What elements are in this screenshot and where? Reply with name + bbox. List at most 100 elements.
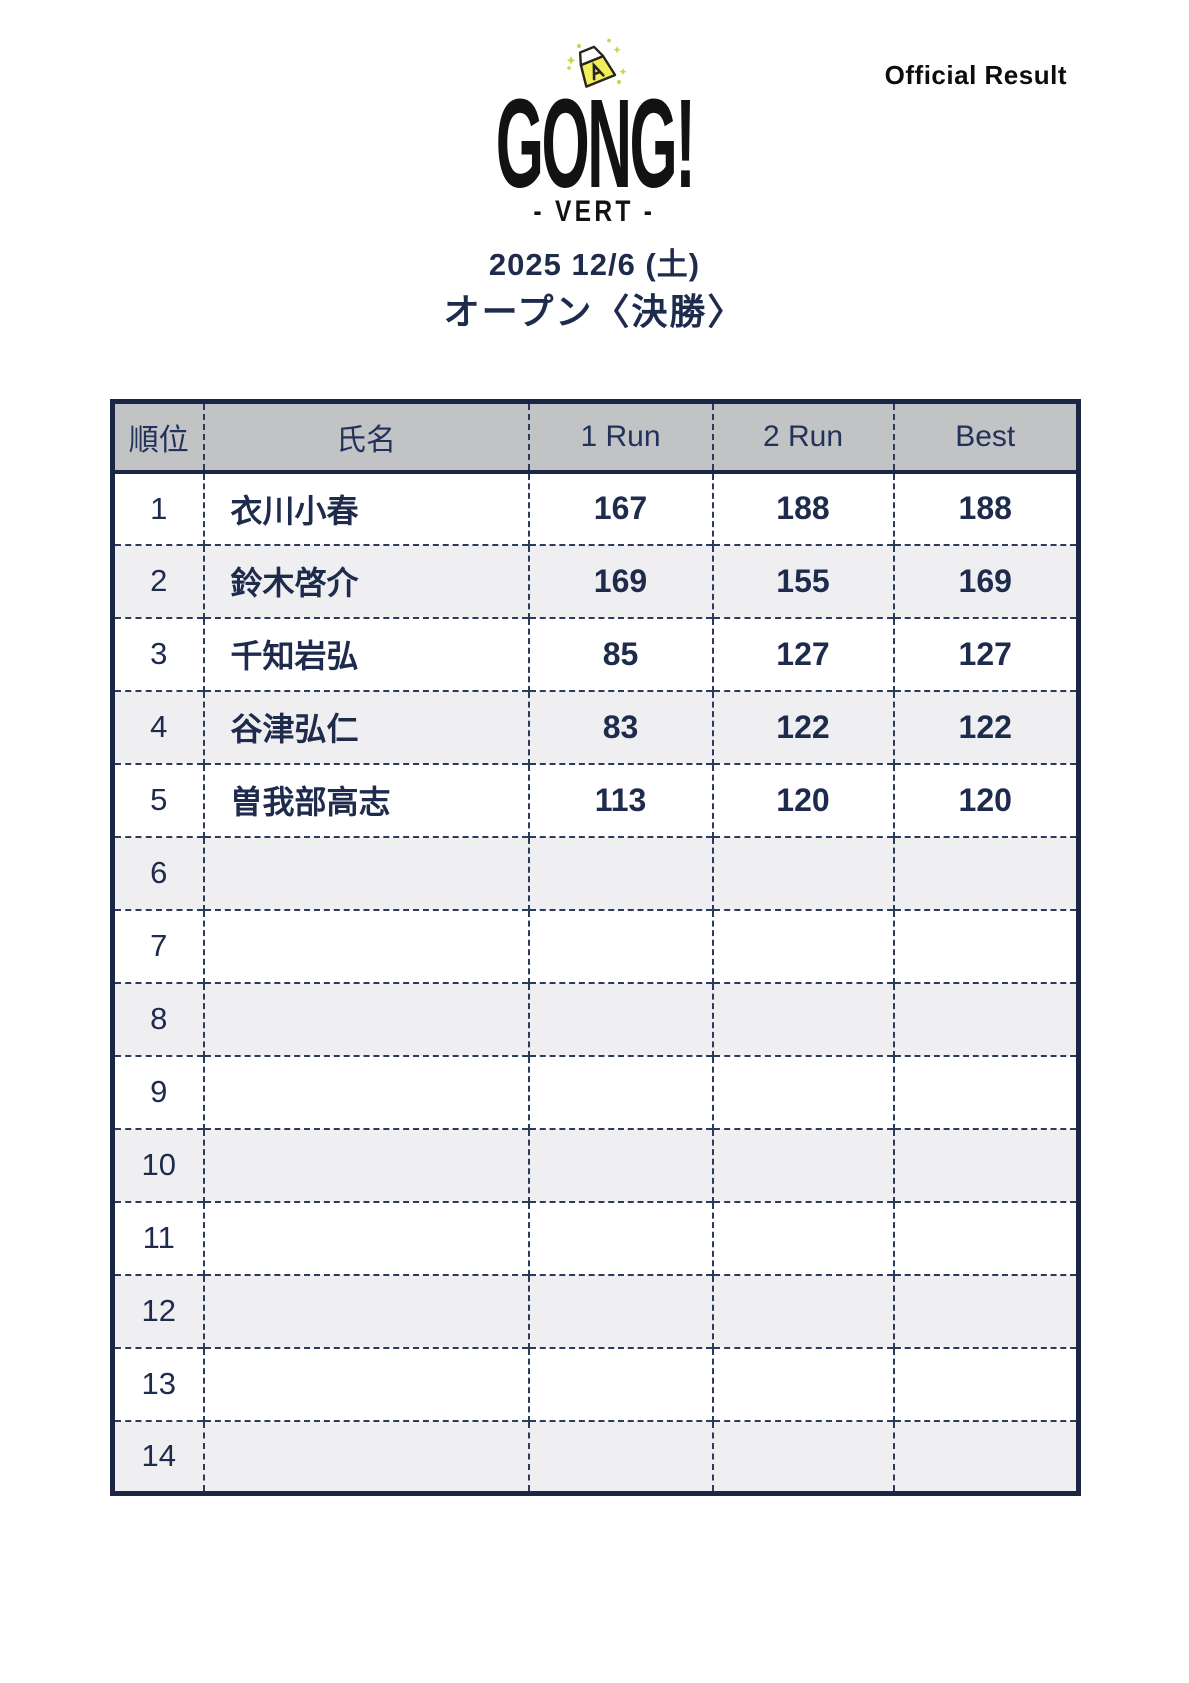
run1-cell	[527, 1419, 713, 1494]
run2-cell: 127	[711, 616, 894, 691]
logo-wordmark: GONG!	[495, 73, 696, 215]
name-cell	[202, 908, 529, 983]
run1-cell	[527, 981, 713, 1056]
best-cell	[892, 1200, 1079, 1275]
run2-cell: 155	[711, 543, 894, 618]
run2-cell	[711, 835, 894, 910]
best-cell	[892, 1419, 1079, 1494]
run2-cell	[711, 1346, 894, 1421]
run2-cell: 120	[711, 762, 894, 837]
best-cell	[892, 1127, 1079, 1202]
table-row: 1 衣川小春 167 188 188	[112, 471, 1079, 545]
run1-cell	[527, 1346, 713, 1421]
name-cell	[202, 835, 529, 910]
table-row: 12	[112, 1273, 1079, 1348]
rank-cell: 5	[112, 762, 204, 837]
party-cube-icon	[566, 38, 627, 88]
best-cell	[892, 1054, 1079, 1129]
rank-cell: 2	[112, 543, 204, 618]
run2-cell	[711, 981, 894, 1056]
column-header-rank: 順位	[112, 401, 204, 474]
best-cell	[892, 835, 1079, 910]
name-cell	[202, 1127, 529, 1202]
column-header-best: Best	[892, 401, 1079, 474]
name-cell: 鈴木啓介	[202, 543, 529, 618]
rank-cell: 12	[112, 1273, 204, 1348]
rank-cell: 11	[112, 1200, 204, 1275]
best-cell	[892, 1346, 1079, 1421]
name-cell: 曽我部高志	[202, 762, 529, 837]
table-row: 9	[112, 1054, 1079, 1129]
run2-cell	[711, 1273, 894, 1348]
name-cell: 千知岩弘	[202, 616, 529, 691]
rank-cell: 8	[112, 981, 204, 1056]
run2-cell	[711, 1419, 894, 1494]
run1-cell	[527, 1127, 713, 1202]
column-header-name: 氏名	[202, 401, 529, 474]
run1-cell: 167	[527, 471, 713, 545]
table-row: 2 鈴木啓介 169 155 169	[112, 543, 1079, 618]
rank-cell: 4	[112, 689, 204, 764]
name-cell: 谷津弘仁	[202, 689, 529, 764]
event-date: 2025 12/6 (土)	[488, 246, 701, 282]
table-row: 5 曽我部高志 113 120 120	[112, 762, 1079, 837]
rank-cell: 7	[112, 908, 204, 983]
official-result-label: Official Result	[884, 60, 1067, 90]
table-row: 11	[112, 1200, 1079, 1275]
name-cell: 衣川小春	[202, 471, 529, 545]
best-cell: 127	[892, 616, 1079, 691]
run2-cell: 188	[711, 471, 894, 545]
run1-cell: 83	[527, 689, 713, 764]
run2-cell	[711, 1054, 894, 1129]
best-cell	[892, 981, 1079, 1056]
name-cell	[202, 1419, 529, 1494]
table-row: 6	[112, 835, 1079, 910]
run1-cell	[527, 1054, 713, 1129]
table-row: 10	[112, 1127, 1079, 1202]
best-cell: 188	[892, 471, 1079, 545]
run2-cell: 122	[711, 689, 894, 764]
run1-cell	[527, 835, 713, 910]
rank-cell: 9	[112, 1054, 204, 1129]
column-header-run1: 1 Run	[527, 401, 713, 474]
rank-cell: 3	[112, 616, 204, 691]
best-cell: 120	[892, 762, 1079, 837]
results-table-wrap: 順位 氏名 1 Run 2 Run Best 1 衣川小春 167 188 18…	[110, 399, 1081, 1496]
name-cell	[202, 1346, 529, 1421]
run2-cell	[711, 1127, 894, 1202]
name-cell	[202, 1054, 529, 1129]
table-row: 7	[112, 908, 1079, 983]
name-cell	[202, 981, 529, 1056]
results-table: 順位 氏名 1 Run 2 Run Best 1 衣川小春 167 188 18…	[110, 399, 1081, 1496]
table-row: 13	[112, 1346, 1079, 1421]
run1-cell: 113	[527, 762, 713, 837]
run1-cell	[527, 908, 713, 983]
run1-cell: 85	[527, 616, 713, 691]
rank-cell: 10	[112, 1127, 204, 1202]
best-cell	[892, 1273, 1079, 1348]
run1-cell	[527, 1273, 713, 1348]
name-cell	[202, 1200, 529, 1275]
rank-cell: 6	[112, 835, 204, 910]
table-header-row: 順位 氏名 1 Run 2 Run Best	[112, 401, 1079, 474]
best-cell: 169	[892, 543, 1079, 618]
run1-cell	[527, 1200, 713, 1275]
logo-icon-wrap	[0, 38, 1189, 96]
run2-cell	[711, 908, 894, 983]
name-cell	[202, 1273, 529, 1348]
rank-cell: 14	[112, 1419, 204, 1494]
table-row: 14	[112, 1419, 1079, 1494]
best-cell	[892, 908, 1079, 983]
run1-cell: 169	[527, 543, 713, 618]
event-title: オープン〈決勝〉	[443, 291, 746, 332]
best-cell: 122	[892, 689, 1079, 764]
table-row: 4 谷津弘仁 83 122 122	[112, 689, 1079, 764]
rank-cell: 13	[112, 1346, 204, 1421]
table-row: 8	[112, 981, 1079, 1056]
table-row: 3 千知岩弘 85 127 127	[112, 616, 1079, 691]
logo-block: GONG! - VERT - 2025 12/6 (土)	[0, 38, 1189, 284]
logo-subtitle: - VERT -	[533, 194, 656, 228]
run2-cell	[711, 1200, 894, 1275]
column-header-run2: 2 Run	[711, 401, 894, 474]
